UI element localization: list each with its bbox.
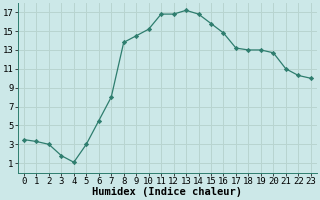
X-axis label: Humidex (Indice chaleur): Humidex (Indice chaleur) xyxy=(92,187,242,197)
